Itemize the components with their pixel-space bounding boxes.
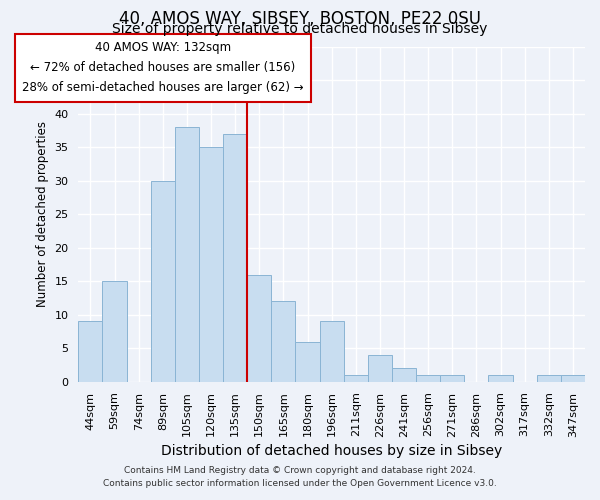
Bar	[344, 375, 368, 382]
Bar	[223, 134, 247, 382]
Bar	[416, 375, 440, 382]
Bar	[320, 322, 344, 382]
Text: 40 AMOS WAY: 132sqm
← 72% of detached houses are smaller (156)
28% of semi-detac: 40 AMOS WAY: 132sqm ← 72% of detached ho…	[22, 42, 304, 94]
Bar	[103, 281, 127, 382]
Bar	[247, 274, 271, 382]
X-axis label: Distribution of detached houses by size in Sibsey: Distribution of detached houses by size …	[161, 444, 502, 458]
Bar	[199, 147, 223, 382]
Bar	[295, 342, 320, 382]
Bar	[151, 180, 175, 382]
Bar	[392, 368, 416, 382]
Text: Contains HM Land Registry data © Crown copyright and database right 2024.
Contai: Contains HM Land Registry data © Crown c…	[103, 466, 497, 487]
Bar	[561, 375, 585, 382]
Y-axis label: Number of detached properties: Number of detached properties	[36, 121, 49, 307]
Bar	[175, 127, 199, 382]
Bar	[440, 375, 464, 382]
Text: Size of property relative to detached houses in Sibsey: Size of property relative to detached ho…	[112, 22, 488, 36]
Bar	[488, 375, 512, 382]
Bar	[79, 322, 103, 382]
Bar	[271, 302, 295, 382]
Bar	[368, 355, 392, 382]
Text: 40, AMOS WAY, SIBSEY, BOSTON, PE22 0SU: 40, AMOS WAY, SIBSEY, BOSTON, PE22 0SU	[119, 10, 481, 28]
Bar	[537, 375, 561, 382]
